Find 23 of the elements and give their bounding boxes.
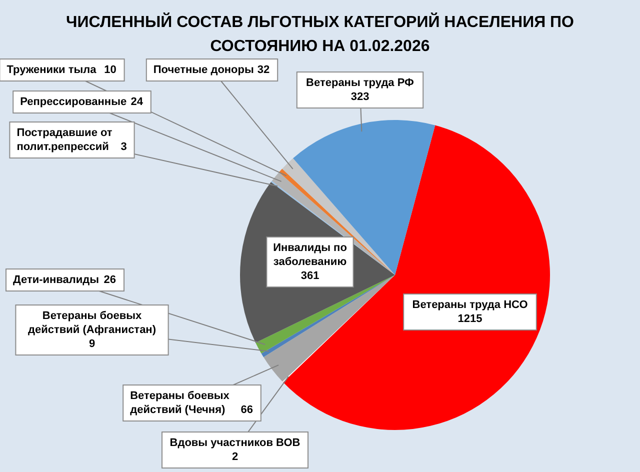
slice-label: Пострадавшие от полит.репрессий — [16, 127, 113, 153]
data-label: 3 — [120, 141, 127, 153]
data-label: 2 — [232, 451, 238, 463]
data-label: 10 — [104, 64, 116, 76]
slice-label: Вдовы участников ВОВ — [170, 437, 300, 449]
slice-label: Инвалиды по заболеванию — [273, 242, 348, 268]
slice-label: Дети-инвалиды — [13, 274, 100, 286]
slice-label: Репрессированные — [20, 96, 127, 108]
slice-label: Ветераны боевых действий (Чечня) — [130, 390, 230, 416]
slice-label: Труженики тыла — [6, 64, 98, 76]
data-label: 26 — [104, 274, 116, 286]
data-label: 66 — [240, 404, 253, 416]
slice-label: Ветераны труда НСО — [412, 299, 528, 311]
chart-title: ЧИСЛЕННЫЙ СОСТАВ ЛЬГОТНЫХ КАТЕГОРИЙ НАСЕЛЕНИЯ ПО СОСТОЯНИЮ НА 01.02.2026 — [66, 12, 574, 55]
slice-label: Ветераны боевых действий (Афганистан) — [28, 310, 156, 336]
data-label: 361 — [300, 270, 320, 282]
data-label: 1215 — [458, 313, 482, 325]
slice-label: Ветераны труда РФ — [306, 77, 414, 89]
data-label: 323 — [350, 91, 370, 103]
data-label: 9 — [88, 338, 96, 350]
slice-label: Почетные доноры — [153, 64, 254, 76]
data-label: 24 — [130, 96, 144, 108]
data-label: 32 — [257, 64, 270, 76]
